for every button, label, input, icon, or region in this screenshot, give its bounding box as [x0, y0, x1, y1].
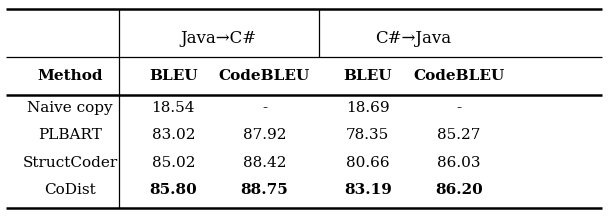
Text: 18.69: 18.69	[346, 101, 390, 115]
Text: CodeBLEU: CodeBLEU	[413, 69, 505, 83]
Text: 85.27: 85.27	[437, 128, 481, 142]
Text: 80.66: 80.66	[346, 156, 390, 170]
Text: Method: Method	[37, 69, 103, 83]
Text: 88.42: 88.42	[243, 156, 286, 170]
Text: Naive copy: Naive copy	[27, 101, 112, 115]
Text: 78.35: 78.35	[346, 128, 390, 142]
Text: 18.54: 18.54	[151, 101, 195, 115]
Text: CodeBLEU: CodeBLEU	[219, 69, 310, 83]
Text: BLEU: BLEU	[344, 69, 392, 83]
Text: -: -	[262, 101, 267, 115]
Text: CoDist: CoDist	[44, 183, 96, 197]
Text: 83.02: 83.02	[151, 128, 195, 142]
Text: BLEU: BLEU	[149, 69, 198, 83]
Text: PLBART: PLBART	[38, 128, 102, 142]
Text: -: -	[457, 101, 461, 115]
Text: C#→Java: C#→Java	[375, 30, 452, 47]
Text: 85.02: 85.02	[151, 156, 195, 170]
Text: 83.19: 83.19	[344, 183, 392, 197]
Text: 86.20: 86.20	[435, 183, 483, 197]
Text: Java→C#: Java→C#	[181, 30, 257, 47]
Text: 88.75: 88.75	[241, 183, 288, 197]
Text: 87.92: 87.92	[243, 128, 286, 142]
Text: 86.03: 86.03	[437, 156, 481, 170]
Text: 85.80: 85.80	[150, 183, 197, 197]
Text: StructCoder: StructCoder	[22, 156, 117, 170]
